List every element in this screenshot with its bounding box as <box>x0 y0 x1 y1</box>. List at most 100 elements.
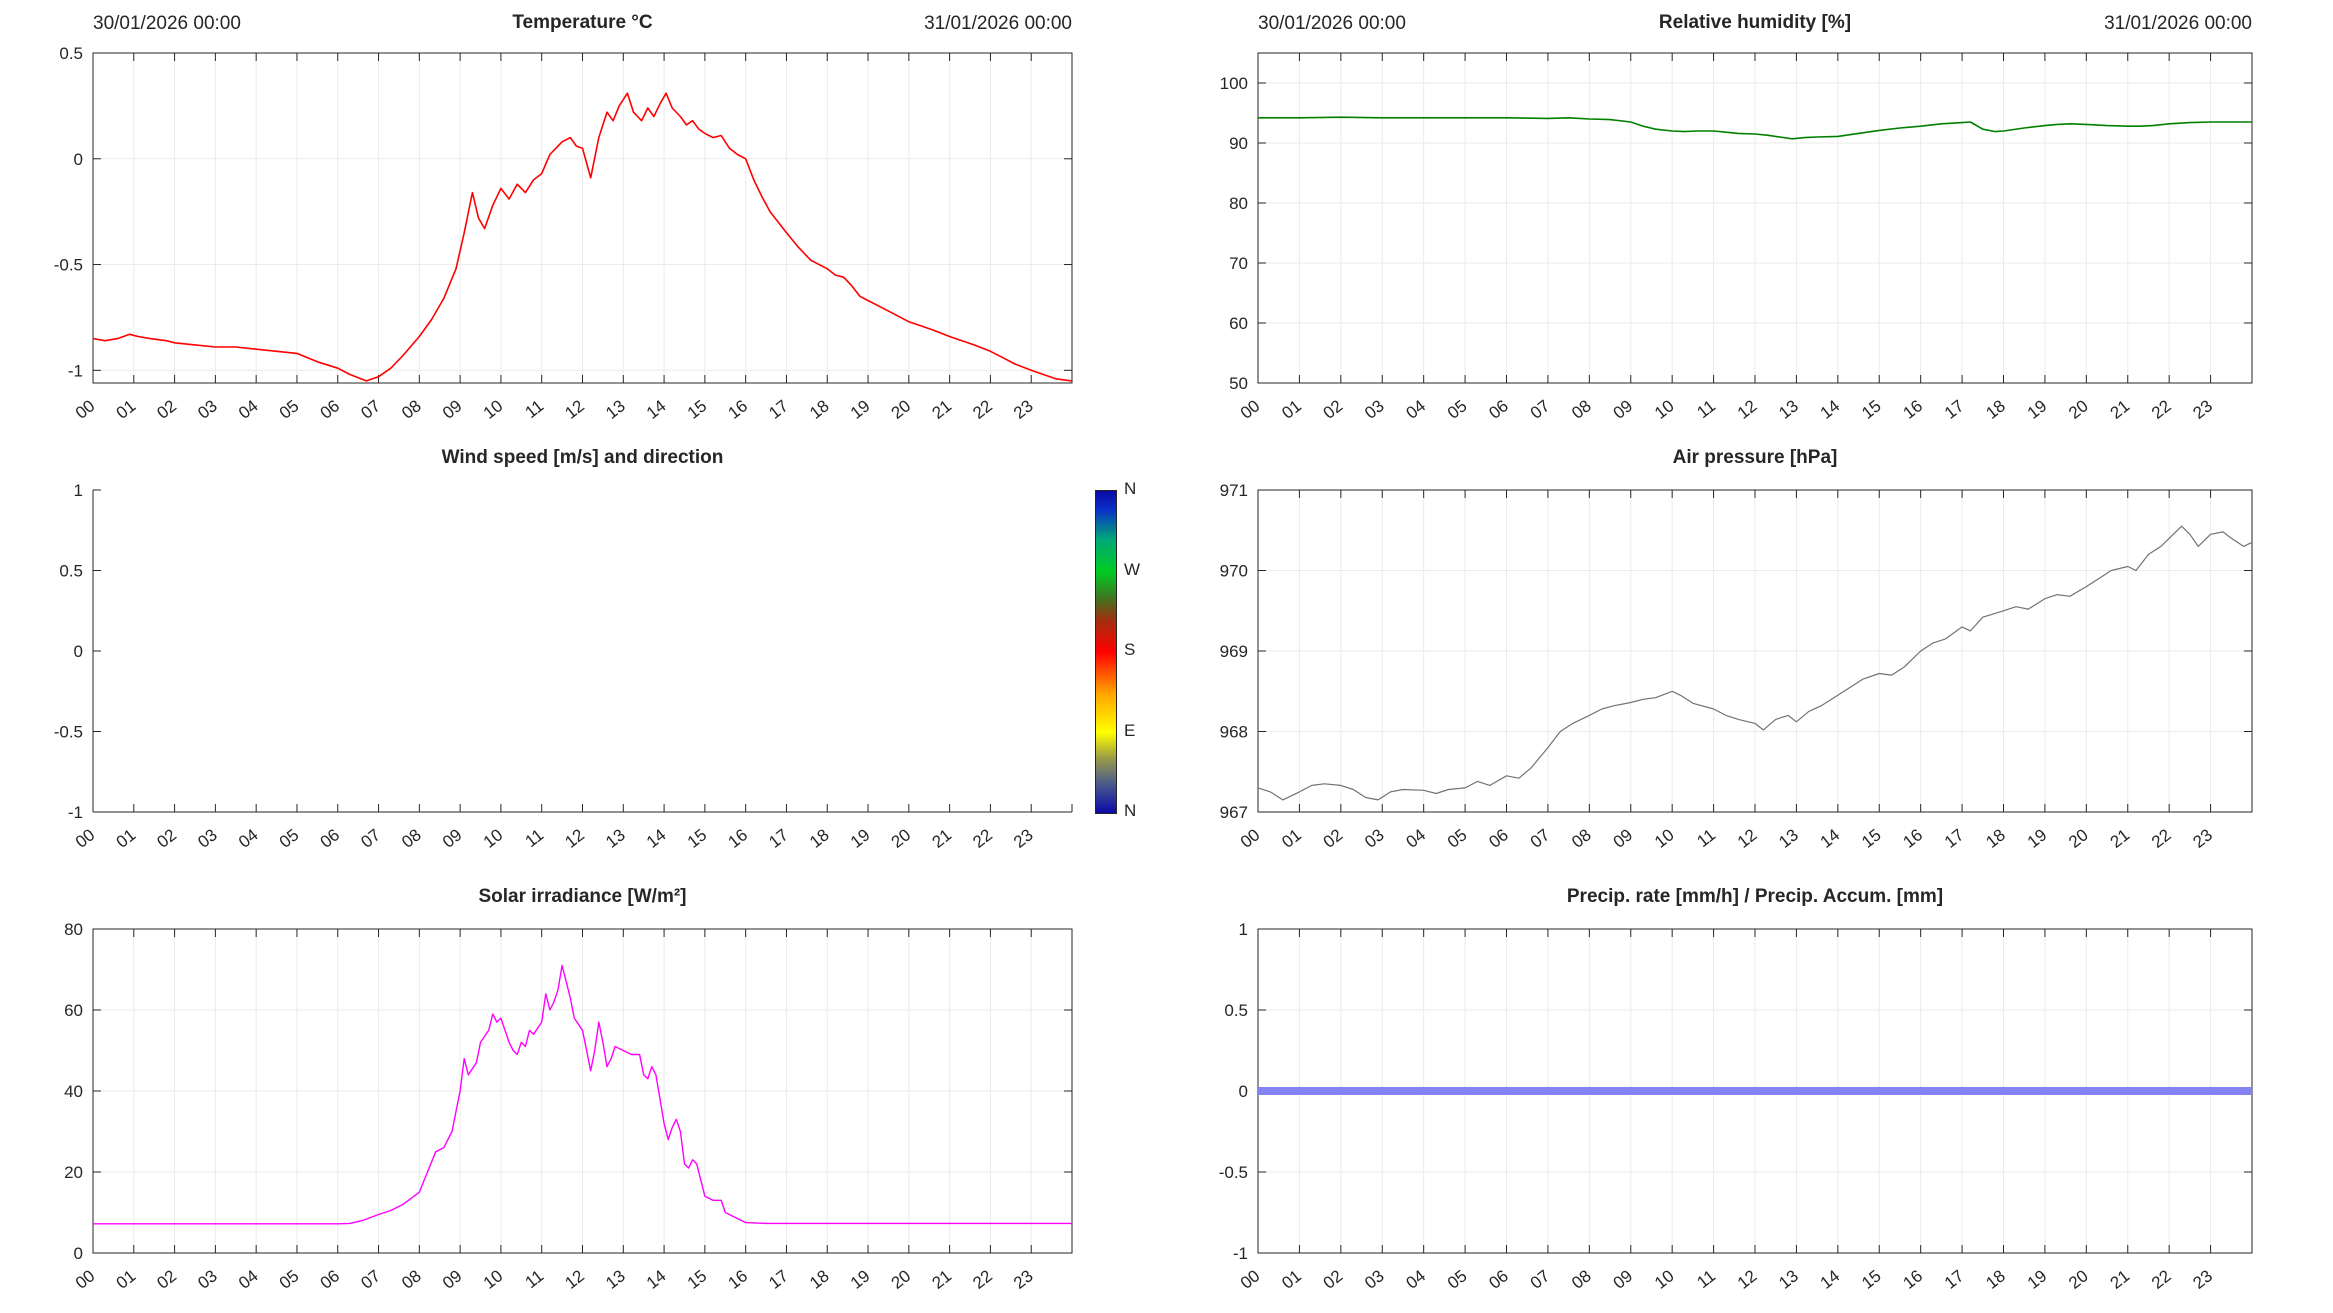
pressure-xtick-label: 14 <box>1817 825 1844 852</box>
solar-xtick-label: 14 <box>643 1266 670 1293</box>
pressure-xtick-label: 12 <box>1734 825 1761 852</box>
temperature-xtick-label: 05 <box>276 396 303 423</box>
temperature-xtick-label: 09 <box>439 396 466 423</box>
humidity-xtick-label: 18 <box>1982 396 2009 423</box>
temperature-xtick-label: 00 <box>72 396 99 423</box>
wind-chart-title: Wind speed [m/s] and direction <box>441 447 724 468</box>
wind-xtick-label: 10 <box>480 825 507 852</box>
wind-xtick-label: 09 <box>439 825 466 852</box>
solar-xtick-label: 07 <box>357 1266 384 1293</box>
wind-ytick-label: -1 <box>68 803 83 822</box>
solar-xtick-label: 04 <box>235 1266 262 1293</box>
precip-xtick-label: 20 <box>2065 1266 2092 1293</box>
temperature-xtick-label: 20 <box>888 396 915 423</box>
wind-xtick-label: 11 <box>522 825 548 851</box>
solar-xtick-label: 03 <box>194 1266 221 1293</box>
wind-xtick-label: 01 <box>113 825 140 852</box>
humidity-xtick-label: 17 <box>1941 396 1968 423</box>
temperature-xtick-label: 07 <box>357 396 384 423</box>
wind-xtick-label: 05 <box>276 825 303 852</box>
humidity-ytick-label: 80 <box>1229 194 1248 213</box>
pressure-xtick-label: 16 <box>1900 825 1927 852</box>
pressure-ytick-label: 967 <box>1220 803 1248 822</box>
solar-xtick-label: 05 <box>276 1266 303 1293</box>
solar-xtick-label: 15 <box>684 1266 711 1293</box>
solar-xtick-label: 23 <box>1010 1266 1037 1293</box>
pressure-xtick-label: 17 <box>1941 825 1968 852</box>
temperature-xtick-label: 14 <box>643 396 670 423</box>
precip-xtick-label: 09 <box>1610 1266 1637 1293</box>
wind-xtick-label: 23 <box>1010 825 1037 852</box>
pressure-xtick-label: 09 <box>1610 825 1637 852</box>
temperature-ytick-label: -0.5 <box>54 256 83 275</box>
humidity-xtick-label: 14 <box>1817 396 1844 423</box>
precip-xtick-label: 01 <box>1278 1266 1305 1293</box>
precip-plot-area: 1 0.5 0 -0.5 -1 00 01 02 03 04 05 06 07 08 09 10 11 12 13 1… <box>1219 920 2253 1293</box>
humidity-xtick-label: 20 <box>2065 396 2092 423</box>
precip-xtick-label: 21 <box>2107 1266 2134 1293</box>
solar-series-line <box>93 964 1072 1225</box>
wind-direction-colorbar <box>1095 490 1117 814</box>
precip-xtick-label: 11 <box>1693 1266 1719 1292</box>
temperature-plot-area: 0.5 0 -0.5 -1 00 01 02 03 04 05 06 07 08 09 10 11 12 13 14… <box>54 44 1073 423</box>
wind-xtick-label: 14 <box>643 825 670 852</box>
pressure-xtick-label: 15 <box>1858 825 1885 852</box>
wind-xtick-label: 13 <box>602 825 629 852</box>
humidity-plot-area: 100 90 80 70 60 50 00 01 02 03 04 05 06 07 08 09 10 11 12 1… <box>1220 52 2253 423</box>
humidity-xtick-label: 16 <box>1900 396 1927 423</box>
humidity-xtick-label: 01 <box>1278 396 1305 423</box>
wind-xtick-label: 18 <box>806 825 833 852</box>
precip-xtick-label: 13 <box>1775 1266 1802 1293</box>
solar-xtick-label: 19 <box>847 1266 874 1293</box>
pressure-xtick-label: 13 <box>1775 825 1802 852</box>
precip-xtick-label: 23 <box>2189 1266 2216 1293</box>
solar-xtick-label: 10 <box>480 1266 507 1293</box>
humidity-ytick-label: 90 <box>1229 134 1248 153</box>
pressure-ytick-label: 968 <box>1220 723 1248 742</box>
humidity-xtick-label: 12 <box>1734 396 1761 423</box>
humidity-xtick-label: 09 <box>1610 396 1637 423</box>
solar-xtick-label: 13 <box>602 1266 629 1293</box>
pressure-xtick-label: 00 <box>1237 825 1264 852</box>
solar-xtick-label: 01 <box>113 1266 140 1293</box>
pressure-xtick-label: 22 <box>2148 825 2175 852</box>
precip-xtick-label: 03 <box>1361 1266 1388 1293</box>
humidity-series-line <box>1258 116 2252 140</box>
wind-xtick-label: 21 <box>928 825 955 852</box>
solar-ytick-label: 80 <box>64 920 83 939</box>
precip-xtick-label: 04 <box>1403 1266 1430 1293</box>
humidity-xtick-label: 00 <box>1237 396 1264 423</box>
pressure-xtick-label: 01 <box>1278 825 1305 852</box>
pressure-xtick-label: 03 <box>1361 825 1388 852</box>
solar-xtick-label: 21 <box>928 1266 955 1293</box>
wind-ytick-label: 0 <box>74 642 83 661</box>
wind-xtick-label: 17 <box>765 825 792 852</box>
solar-chart-title: Solar irradiance [W/m²] <box>478 886 687 907</box>
temperature-series-line <box>92 92 1073 382</box>
temperature-ytick-label: -1 <box>68 361 83 380</box>
wind-ytick-label: 1 <box>74 481 83 500</box>
precip-xtick-label: 16 <box>1900 1266 1927 1293</box>
temperature-xtick-label: 22 <box>969 396 996 423</box>
precip-xtick-label: 18 <box>1982 1266 2009 1293</box>
humidity-xtick-label: 08 <box>1568 396 1595 423</box>
temperature-xtick-label: 08 <box>398 396 425 423</box>
pressure-xtick-label: 23 <box>2189 825 2216 852</box>
pressure-xtick-label: 11 <box>1693 825 1719 851</box>
solar-ytick-label: 20 <box>64 1163 83 1182</box>
solar-xtick-label: 09 <box>439 1266 466 1293</box>
pressure-xtick-label: 02 <box>1320 825 1347 852</box>
humidity-xtick-label: 05 <box>1444 396 1471 423</box>
wind-xtick-label: 20 <box>888 825 915 852</box>
solar-xtick-label: 08 <box>398 1266 425 1293</box>
wind-xtick-label: 03 <box>194 825 221 852</box>
humidity-xtick-label: 06 <box>1485 396 1512 423</box>
humidity-xtick-label: 19 <box>2024 396 2051 423</box>
temperature-start-date: 30/01/2026 00:00 <box>93 13 241 34</box>
pressure-xtick-label: 20 <box>2065 825 2092 852</box>
wind-xtick-label: 12 <box>561 825 588 852</box>
humidity-ytick-label: 100 <box>1220 74 1248 93</box>
solar-xtick-label: 06 <box>317 1266 344 1293</box>
colorbar-label-n-1: N <box>1124 479 1137 498</box>
